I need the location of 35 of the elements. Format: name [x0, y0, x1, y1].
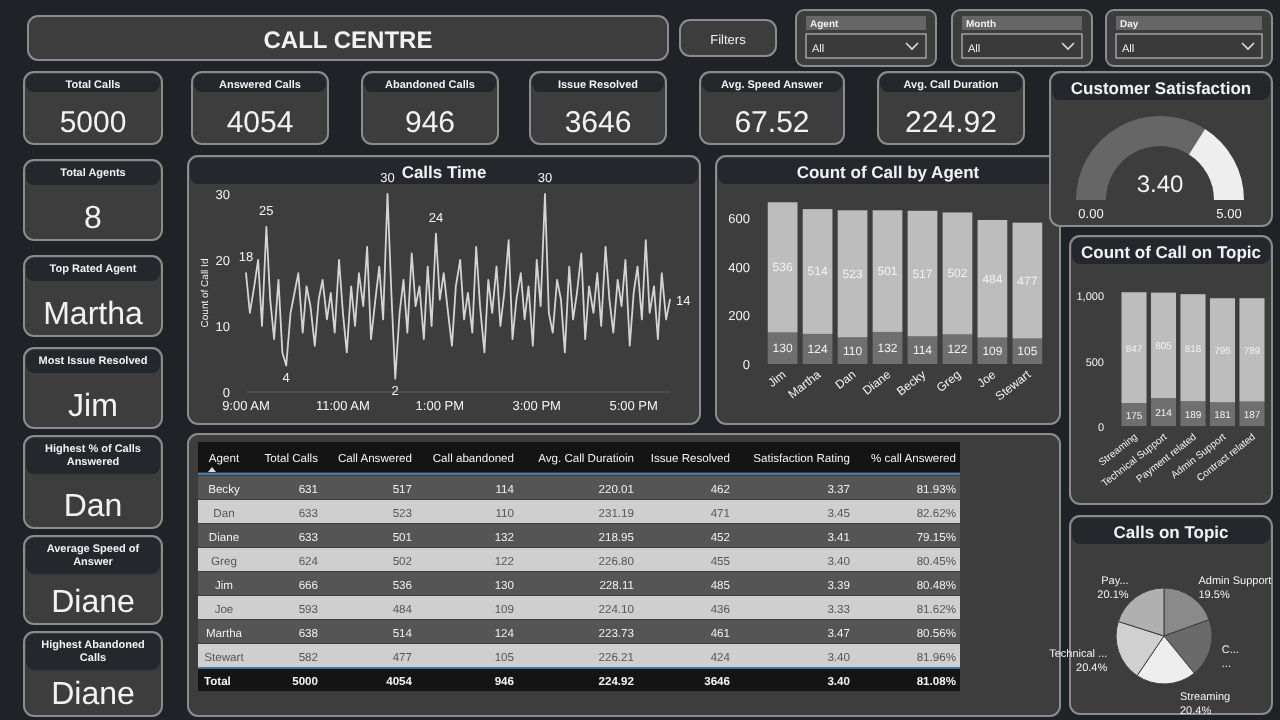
chart-title: Calls Time [401, 162, 487, 182]
bar [1180, 294, 1206, 402]
chart-title: Count of Call by Agent [796, 162, 980, 182]
bar [802, 209, 833, 334]
text: 4054 [226, 106, 294, 140]
text: Martha [43, 298, 143, 332]
bar [872, 210, 903, 332]
text: 946 [404, 106, 456, 140]
text: CALL CENTRE [263, 26, 433, 54]
bar [1121, 403, 1147, 426]
bar [1121, 292, 1147, 404]
chart-title: Customer Satisfaction [1070, 78, 1252, 98]
bar [1012, 222, 1043, 339]
text: 3646 [564, 106, 632, 140]
text: Diane [51, 678, 135, 712]
bar [1239, 401, 1265, 426]
bar [977, 219, 1008, 338]
bar [1150, 397, 1177, 426]
text: Dan [63, 490, 123, 524]
bar [837, 210, 868, 338]
bar [942, 212, 973, 335]
text: Diane [51, 586, 135, 620]
text: 67.52 [734, 106, 810, 140]
data-label: 3.40 [1136, 170, 1184, 198]
text: 8 [84, 202, 103, 236]
bar [767, 202, 798, 333]
text: 5000 [59, 106, 127, 140]
bar [1180, 401, 1206, 426]
bar [1150, 292, 1177, 398]
bar [907, 210, 938, 337]
text: 224.92 [905, 106, 997, 140]
chart-title: Count of Call on Topic [1080, 242, 1262, 262]
bar [1239, 298, 1265, 402]
bar [1209, 298, 1236, 403]
chart-title: Calls on Topic [1113, 522, 1229, 542]
